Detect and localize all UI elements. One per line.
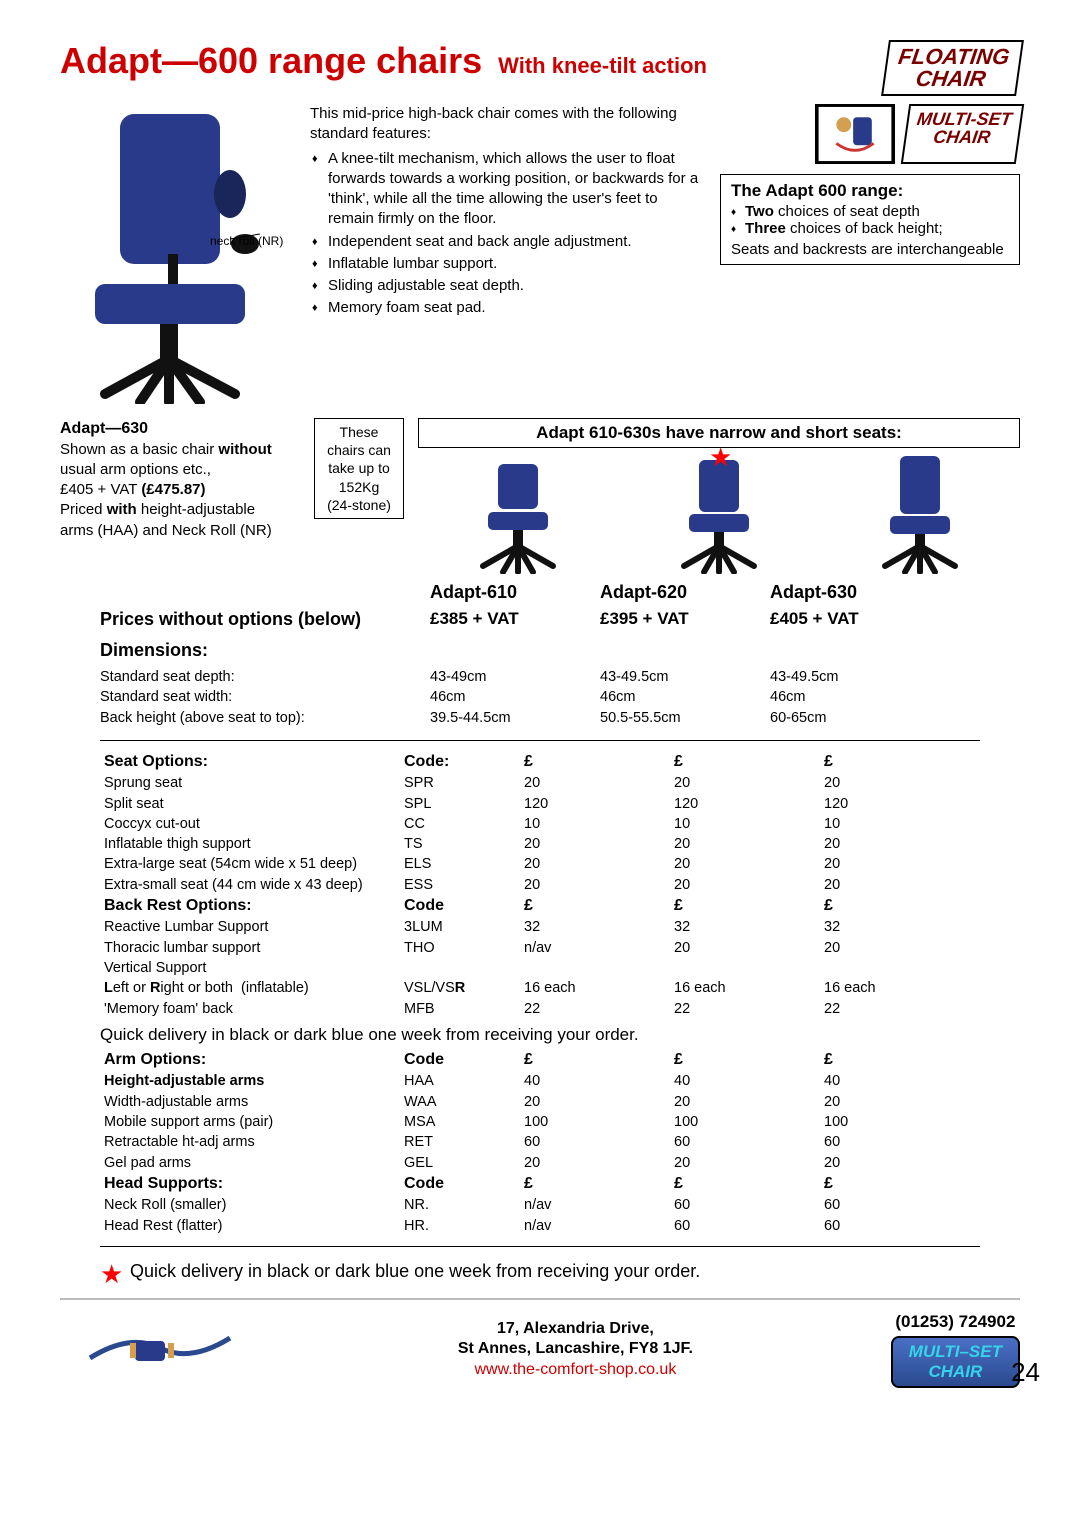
features-intro: This mid-price high-back chair comes wit… (310, 104, 700, 145)
multi-set-logo: MULTI-SET CHAIR (901, 104, 1024, 164)
thumb-610 (433, 454, 603, 578)
floating-chair-logo: FLOATING CHAIR (881, 40, 1024, 96)
footer: 17, Alexandria Drive, St Annes, Lancashi… (60, 1298, 1020, 1388)
range-line: Three choices of back height; (731, 220, 1009, 237)
separator (100, 1246, 980, 1247)
neck-roll-label: neck roll (NR) (210, 234, 283, 248)
model-label: Adapt—630 (60, 418, 300, 440)
features-column: This mid-price high-back chair comes wit… (310, 104, 700, 408)
feature-item: Memory foam seat pad. (310, 298, 700, 318)
title-sub: With knee-tilt action (498, 53, 707, 79)
thumb-620: ★ (634, 454, 804, 578)
star-icon: ★ (100, 1259, 123, 1290)
hero-row: neck roll (NR) This mid-price high-back … (60, 104, 1020, 408)
title: Adapt—600 range chairs With knee-tilt ac… (60, 40, 707, 82)
weight-capacity-box: These chairs can take up to 152Kg (24-st… (314, 418, 404, 519)
range-info-box: The Adapt 600 range: Two choices of seat… (720, 174, 1020, 265)
range-head: The Adapt 600 range: (731, 181, 1009, 201)
feature-item: Inflatable lumbar support. (310, 254, 700, 274)
separator (100, 740, 980, 741)
main-chair-image: neck roll (NR) (60, 104, 290, 408)
prices-label: Prices without options (below) (100, 609, 430, 630)
model-names-row: Adapt-610 Adapt-620 Adapt-630 (100, 582, 1020, 603)
quick-delivery-note: Quick delivery in black or dark blue one… (100, 1025, 1020, 1045)
range-line: Two choices of seat depth (731, 203, 1009, 220)
quick-delivery-note-2: ★ Quick delivery in black or dark blue o… (130, 1261, 1020, 1282)
page-number: 24 (1011, 1357, 1040, 1388)
dimensions-grid: Standard seat depth:43-49cm43-49.5cm43-4… (100, 667, 1020, 728)
range-foot: Seats and backrests are interchangeable (731, 241, 1009, 258)
feature-item: Sliding adjustable seat depth. (310, 276, 700, 296)
shop-logo (60, 1323, 260, 1377)
footer-url[interactable]: www.the-comfort-shop.co.uk (458, 1360, 693, 1381)
features-list: A knee-tilt mechanism, which allows the … (310, 149, 700, 319)
footer-phone: (01253) 724902 MULTI–SETCHAIR (891, 1312, 1020, 1388)
knee-tilt-icon (815, 104, 895, 164)
seat-options-grid: Seat Options:Code:£££ Sprung seatSPR2020… (100, 751, 1020, 1019)
dimensions-head: Dimensions: (100, 640, 1020, 661)
multi-set-chair-tag: MULTI–SETCHAIR (891, 1336, 1020, 1388)
adapt-630-desc: Adapt—630 Shown as a basic chair without… (60, 418, 300, 541)
feature-item: A knee-tilt mechanism, which allows the … (310, 149, 700, 230)
header: Adapt—600 range chairs With knee-tilt ac… (60, 40, 1020, 96)
arm-options-grid: Arm Options:Code£££ Height-adjustable ar… (100, 1049, 1020, 1236)
chair-illustration (60, 104, 290, 404)
mid-row: Adapt—630 Shown as a basic chair without… (60, 418, 1020, 578)
right-logos: MULTI-SET CHAIR (720, 104, 1020, 164)
model-thumbnails: Adapt 610-630s have narrow and short sea… (418, 418, 1020, 578)
feature-item: Independent seat and back angle adjustme… (310, 232, 700, 252)
prices-row: Prices without options (below) £385 + VA… (100, 609, 1020, 630)
right-column: MULTI-SET CHAIR The Adapt 600 range: Two… (720, 104, 1020, 408)
title-main: Adapt—600 range chairs (60, 40, 482, 82)
star-icon: ★ (709, 442, 732, 473)
footer-address: 17, Alexandria Drive, St Annes, Lancashi… (458, 1319, 693, 1381)
thumb-630 (835, 454, 1005, 578)
